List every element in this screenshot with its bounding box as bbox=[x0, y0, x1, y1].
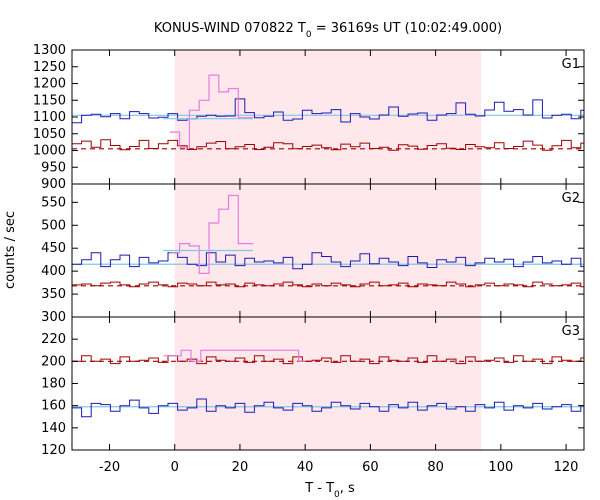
chart-title-rest: = 36169s UT (10:02:49.000) bbox=[312, 21, 502, 36]
x-axis-label-sub: 0 bbox=[334, 490, 340, 500]
y-tick-label: 1050 bbox=[33, 127, 66, 142]
x-tick-label: 0 bbox=[171, 460, 179, 475]
y-tick-label: 140 bbox=[41, 421, 66, 436]
y-tick-label: 950 bbox=[41, 160, 66, 175]
x-tick-label: 80 bbox=[427, 460, 444, 475]
pink-overlay bbox=[169, 74, 253, 148]
x-tick-label: 120 bbox=[554, 460, 579, 475]
y-tick-label: 900 bbox=[41, 177, 66, 192]
y-tick-label: 1200 bbox=[33, 77, 66, 92]
shaded-region bbox=[174, 317, 482, 450]
y-tick-label: 1000 bbox=[33, 144, 66, 159]
panel-label: G2 bbox=[562, 191, 580, 206]
y-tick-label: 450 bbox=[41, 241, 66, 256]
y-tick-label: 500 bbox=[41, 218, 66, 233]
y-tick-label: 200 bbox=[41, 354, 66, 369]
pink-overlay bbox=[169, 194, 253, 274]
x-tick-label: -20 bbox=[99, 460, 120, 475]
red-series bbox=[72, 139, 584, 151]
x-tick-label: 20 bbox=[232, 460, 249, 475]
y-tick-label: 300 bbox=[41, 310, 66, 325]
y-tick-label: 550 bbox=[41, 195, 66, 210]
y-tick-label: 220 bbox=[41, 332, 66, 347]
y-tick-label: 180 bbox=[41, 377, 66, 392]
y-tick-label: 1300 bbox=[33, 43, 66, 58]
y-tick-label: 1150 bbox=[33, 93, 66, 108]
chart-title-main: KONUS-WIND 070822 T bbox=[154, 21, 306, 36]
panel-g3: 120 140 160 180 200 220 G3 bbox=[41, 316, 585, 458]
x-axis-label-rest: , s bbox=[340, 481, 355, 496]
y-tick-label: 1100 bbox=[33, 110, 66, 125]
x-axis-label: T - T0, s bbox=[304, 481, 355, 500]
y-tick-label: 400 bbox=[41, 264, 66, 279]
red-series bbox=[72, 281, 584, 288]
panel-label: G1 bbox=[562, 57, 580, 72]
panel-label: G3 bbox=[562, 324, 580, 339]
x-tick-label: 40 bbox=[297, 460, 314, 475]
x-tick-label: 60 bbox=[362, 460, 379, 475]
chart-title-sub: 0 bbox=[306, 30, 312, 40]
panel-g2: 300 350 400 450 500 550 G2 bbox=[41, 183, 585, 325]
pink-overlay bbox=[163, 349, 306, 362]
y-axis-label: counts / sec bbox=[3, 211, 18, 289]
blue-series bbox=[72, 398, 584, 418]
chart-title: KONUS-WIND 070822 T0 = 36169s UT (10:02:… bbox=[154, 21, 502, 40]
y-tick-label: 160 bbox=[41, 399, 66, 414]
y-tick-label: 1250 bbox=[33, 60, 66, 75]
red-series bbox=[72, 355, 584, 365]
y-tick-label: 350 bbox=[41, 287, 66, 302]
panels: 9009501000105011001150120012501300G13003… bbox=[33, 43, 585, 475]
x-tick-label: 100 bbox=[488, 460, 513, 475]
shaded-region bbox=[174, 50, 482, 184]
blue-series bbox=[72, 252, 584, 270]
x-axis-label-main: T - T bbox=[304, 481, 334, 496]
blue-series bbox=[72, 98, 584, 124]
y-tick-label: 120 bbox=[41, 443, 66, 458]
